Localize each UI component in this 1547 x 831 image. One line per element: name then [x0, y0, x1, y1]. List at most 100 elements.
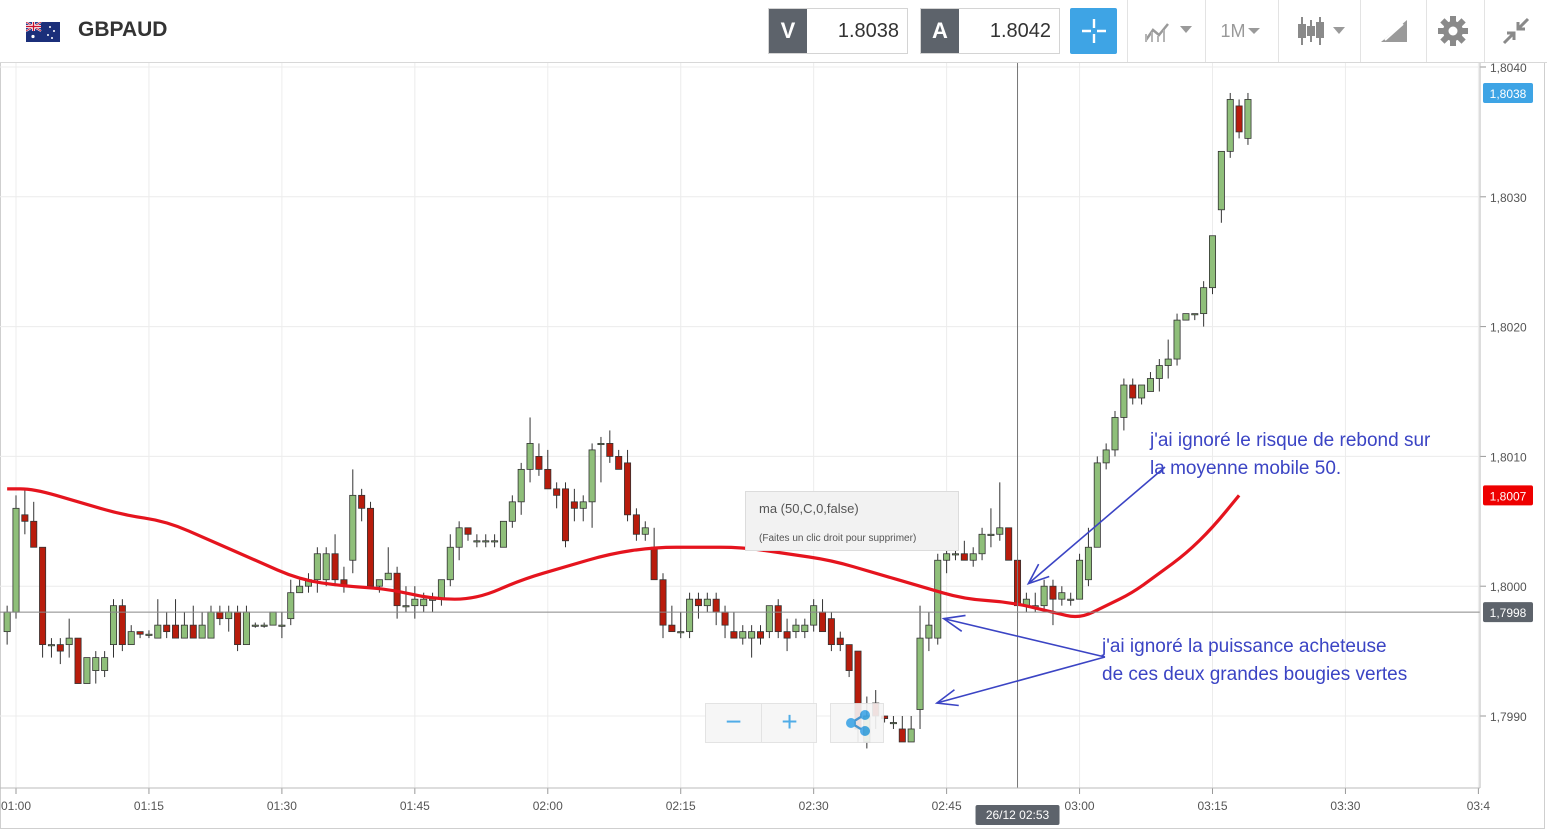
- candle-body: [296, 585, 304, 594]
- indicator-tooltip[interactable]: ma (50,C,0,false) (Faites un clic droit …: [745, 491, 959, 551]
- candle-up: [260, 622, 268, 628]
- candle-up: [251, 622, 259, 628]
- candle-down: [819, 599, 827, 633]
- candle-down: [163, 612, 171, 639]
- buy-quote-button[interactable]: A 1.8042: [920, 8, 1060, 54]
- candle-up: [198, 612, 206, 639]
- crosshair-time-label: 26/12 02:53: [986, 808, 1050, 822]
- candle-body: [562, 488, 570, 542]
- sell-quote-button[interactable]: V 1.8038: [768, 8, 908, 54]
- candle-down: [650, 527, 658, 581]
- candle-body: [792, 624, 800, 633]
- x-tick-label: 02:30: [799, 799, 829, 813]
- candle-up: [1138, 384, 1146, 405]
- timeframe-select[interactable]: 1M: [1210, 8, 1272, 54]
- candle-body: [207, 611, 215, 639]
- candle-down: [898, 716, 906, 743]
- candle-body: [1005, 527, 1013, 561]
- candle-body: [39, 546, 47, 646]
- candle-body: [597, 443, 605, 446]
- candle-down: [1005, 527, 1013, 561]
- candle-body: [721, 611, 729, 626]
- candle-body: [375, 579, 383, 587]
- candle-up: [287, 579, 295, 626]
- x-tick-label: 01:45: [400, 799, 430, 813]
- candle-down: [553, 482, 561, 509]
- candle-down: [331, 534, 339, 587]
- candle-down: [1049, 579, 1057, 626]
- chart-type-button[interactable]: [1133, 8, 1199, 54]
- x-tick-label: 03:30: [1330, 799, 1360, 813]
- candle-down: [136, 631, 144, 639]
- drawing-tool-button[interactable]: [1366, 8, 1422, 54]
- chevron-down-icon: [1247, 28, 1260, 34]
- crosshair-button[interactable]: [1070, 8, 1117, 54]
- candle-body: [774, 605, 782, 633]
- candle-body: [889, 722, 897, 725]
- annotation-line: j'ai ignoré le risque de rebond sur: [1150, 430, 1431, 451]
- candle-body: [1076, 559, 1084, 600]
- annotation-arrows: [934, 466, 1166, 707]
- candle-body: [287, 592, 295, 620]
- zoom-out-button[interactable]: −: [706, 704, 762, 742]
- candle-body: [1155, 365, 1163, 379]
- candle-body: [367, 507, 375, 587]
- candle-body: [349, 494, 357, 561]
- candle-down: [216, 605, 224, 626]
- candle-body: [1146, 378, 1154, 392]
- candle-up: [1164, 339, 1172, 379]
- candle-body: [934, 559, 942, 639]
- candle-body: [526, 443, 534, 470]
- candle-body: [56, 644, 64, 652]
- candle-up: [375, 579, 383, 593]
- candle-body: [21, 514, 29, 522]
- candle-up: [402, 586, 410, 613]
- price-badge-label: 1,7998: [1490, 606, 1527, 620]
- candle-body: [358, 494, 366, 509]
- y-tick-label: 1,8010: [1490, 450, 1527, 464]
- collapse-button[interactable]: [1490, 8, 1542, 54]
- candle-up: [641, 521, 649, 541]
- candle-up: [109, 599, 117, 658]
- candle-down: [74, 637, 82, 684]
- candle-body: [960, 553, 968, 561]
- toolbar-divider: [1360, 0, 1361, 62]
- symbol-title: GBPAUD: [78, 18, 168, 41]
- candle-up: [242, 605, 250, 646]
- candle-body: [535, 455, 543, 470]
- candle-body: [3, 611, 11, 633]
- candle-up: [1058, 586, 1066, 606]
- settings-button[interactable]: [1431, 8, 1475, 54]
- share-button[interactable]: [830, 703, 884, 743]
- x-tick-label: 01:30: [267, 799, 297, 813]
- candle-up: [1191, 313, 1199, 321]
- candle-body: [12, 507, 20, 613]
- candle-body: [668, 624, 676, 633]
- candle-body: [641, 527, 649, 535]
- candle-body: [83, 657, 91, 684]
- candle-up: [579, 495, 587, 522]
- candle-body: [136, 631, 144, 635]
- candle-up: [455, 521, 463, 561]
- candle-body: [234, 611, 242, 646]
- toolbar-divider: [1205, 0, 1206, 62]
- candle-down: [845, 644, 853, 678]
- zoom-in-button[interactable]: +: [781, 706, 798, 737]
- candle-body: [482, 540, 490, 543]
- toolbar-divider: [1484, 0, 1485, 62]
- candle-down: [340, 566, 348, 593]
- price-badge: [1483, 602, 1533, 623]
- candle-up: [508, 495, 516, 528]
- candle-body: [943, 553, 951, 561]
- candle-body: [1244, 99, 1252, 139]
- candle-body: [1049, 585, 1057, 600]
- candle-body: [446, 546, 454, 581]
- candle-body: [783, 631, 791, 639]
- toolbar-divider: [1278, 0, 1279, 62]
- candlestick-button[interactable]: [1284, 8, 1354, 54]
- candle-up: [145, 630, 153, 639]
- candle-down: [774, 599, 782, 639]
- candle-down: [464, 527, 472, 541]
- candle-body: [47, 644, 55, 647]
- candle-up: [304, 573, 312, 593]
